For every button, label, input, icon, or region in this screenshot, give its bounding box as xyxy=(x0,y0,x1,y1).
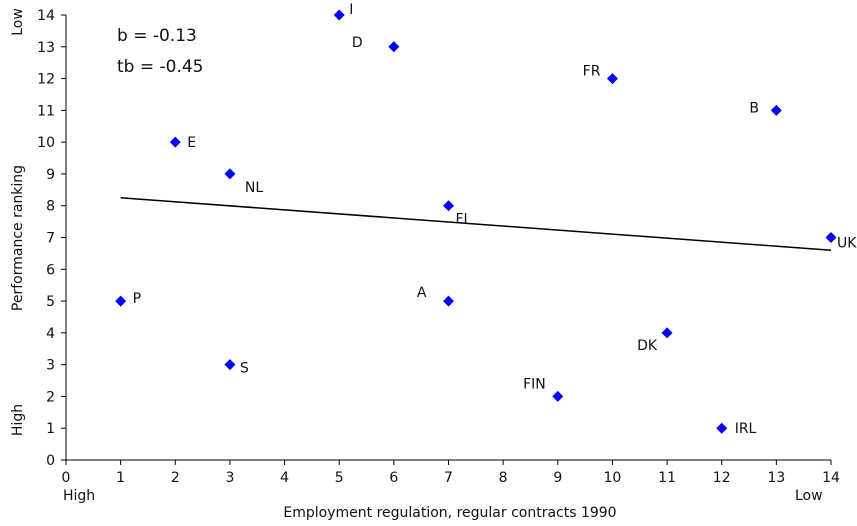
data-point-marker xyxy=(770,104,782,116)
x-tick-label: 1 xyxy=(116,470,125,486)
data-point-marker xyxy=(443,295,454,307)
y-tick-label: 1 xyxy=(46,421,55,437)
data-point-label: I xyxy=(349,2,353,18)
data-point-marker xyxy=(388,41,400,53)
data-points: I D FR B E NL FI UK P A DK S FIN IRL xyxy=(115,2,857,437)
stat-tb: tb = -0.45 xyxy=(117,57,204,77)
data-point-label: UK xyxy=(837,236,857,252)
x-end-label-right: Low xyxy=(795,488,823,504)
x-tick-label: 5 xyxy=(335,470,344,486)
data-point-label: DK xyxy=(637,338,658,354)
y-tick-label: 4 xyxy=(46,326,55,342)
data-point-marker xyxy=(333,9,345,21)
data-point-label: E xyxy=(187,135,196,151)
data-point-label: FR xyxy=(583,64,601,80)
data-point-label: S xyxy=(240,361,249,377)
data-point-marker xyxy=(606,73,618,85)
x-tick-label: 11 xyxy=(658,470,676,486)
data-point-marker xyxy=(716,422,728,434)
stat-b: b = -0.13 xyxy=(117,26,197,46)
data-point-marker xyxy=(552,390,564,402)
data-point-label: NL xyxy=(245,180,263,196)
y-tick-label: 14 xyxy=(37,8,55,24)
data-point-label: P xyxy=(133,291,141,307)
data-point-marker xyxy=(169,136,181,148)
y-axis-title: Performance ranking xyxy=(10,165,26,311)
data-point-marker xyxy=(224,168,236,180)
x-tick-label: 14 xyxy=(822,470,840,486)
x-ticks: 0 1 2 3 4 5 6 7 8 9 10 11 12 13 14 xyxy=(62,460,840,486)
x-end-label-left: High xyxy=(63,488,95,504)
x-tick-label: 8 xyxy=(499,470,508,486)
data-point-marker xyxy=(661,327,673,339)
data-point-label: B xyxy=(749,100,759,116)
data-point-label: FIN xyxy=(523,376,546,392)
y-end-label-top: Low xyxy=(10,8,26,36)
data-point-marker xyxy=(224,359,236,371)
data-point-label: D xyxy=(352,35,363,51)
data-point-label: FI xyxy=(456,212,468,228)
data-point-marker xyxy=(443,200,454,212)
y-tick-label: 8 xyxy=(46,199,55,215)
y-tick-label: 12 xyxy=(37,72,55,88)
data-point-marker xyxy=(115,295,127,307)
x-tick-label: 7 xyxy=(444,470,453,486)
data-point-marker xyxy=(825,232,837,243)
y-tick-label: 10 xyxy=(37,135,55,151)
x-tick-label: 10 xyxy=(604,470,622,486)
y-tick-label: 6 xyxy=(46,262,55,278)
axes xyxy=(65,15,831,461)
x-tick-label: 2 xyxy=(171,470,180,486)
data-point-label: IRL xyxy=(735,421,757,437)
y-tick-label: 11 xyxy=(37,103,55,119)
data-point-label: A xyxy=(417,285,427,301)
trendline-group xyxy=(120,197,832,251)
y-tick-label: 5 xyxy=(46,294,55,310)
y-tick-label: 3 xyxy=(46,358,55,374)
x-tick-label: 6 xyxy=(389,470,398,486)
y-end-label-bottom: High xyxy=(10,404,26,436)
trendline xyxy=(120,197,832,251)
x-tick-label: 13 xyxy=(767,470,785,486)
y-tick-label: 9 xyxy=(46,167,55,183)
x-tick-label: 9 xyxy=(553,470,562,486)
y-tick-label: 7 xyxy=(46,231,55,247)
y-tick-label: 2 xyxy=(46,389,55,405)
y-tick-label: 13 xyxy=(37,40,55,56)
x-tick-label: 4 xyxy=(280,470,289,486)
y-tick-label: 0 xyxy=(46,453,55,469)
x-tick-label: 3 xyxy=(225,470,234,486)
x-tick-label: 0 xyxy=(62,470,71,486)
x-tick-label: 12 xyxy=(713,470,731,486)
x-axis-title: Employment regulation, regular contracts… xyxy=(283,505,616,521)
